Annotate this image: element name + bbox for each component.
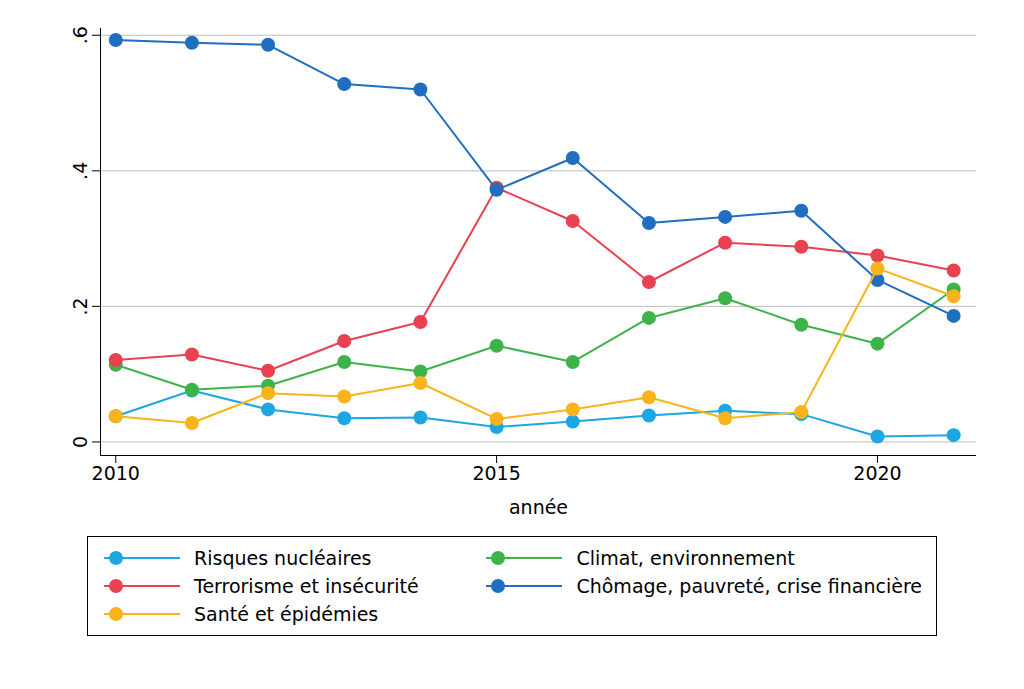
html-text:Santé et épidémies: Santé et épidémies	[194, 603, 379, 625]
html-text:Risques nucléaires: Risques nucléaires	[194, 547, 372, 569]
svg-text:année: année	[509, 496, 568, 518]
html-text:Terrorisme et insécurité: Terrorisme et insécurité	[194, 575, 419, 597]
svg-text:2015: 2015	[472, 462, 520, 484]
html-text:Climat, environnement: Climat, environnement	[576, 547, 795, 569]
html-text:Chômage, pauvreté, crise finan: Chômage, pauvreté, crise financière	[576, 575, 922, 597]
svg-text:.4: .4	[69, 162, 91, 180]
svg-text:.6: .6	[69, 26, 91, 44]
svg-text:.2: .2	[69, 297, 91, 315]
svg-text:2010: 2010	[92, 462, 140, 484]
svg-text:2020: 2020	[853, 462, 901, 484]
svg-text:0: 0	[69, 436, 91, 448]
